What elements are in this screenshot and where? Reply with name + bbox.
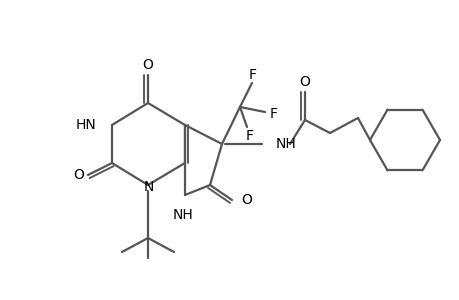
Text: O: O [299, 75, 310, 89]
Text: NH: NH [172, 208, 193, 222]
Text: F: F [269, 107, 277, 121]
Text: O: O [241, 193, 252, 207]
Text: N: N [144, 180, 154, 194]
Text: O: O [73, 168, 84, 182]
Text: O: O [142, 58, 153, 72]
Text: HN: HN [75, 118, 96, 132]
Text: F: F [246, 129, 253, 143]
Text: NH: NH [275, 137, 296, 151]
Text: F: F [248, 68, 257, 82]
